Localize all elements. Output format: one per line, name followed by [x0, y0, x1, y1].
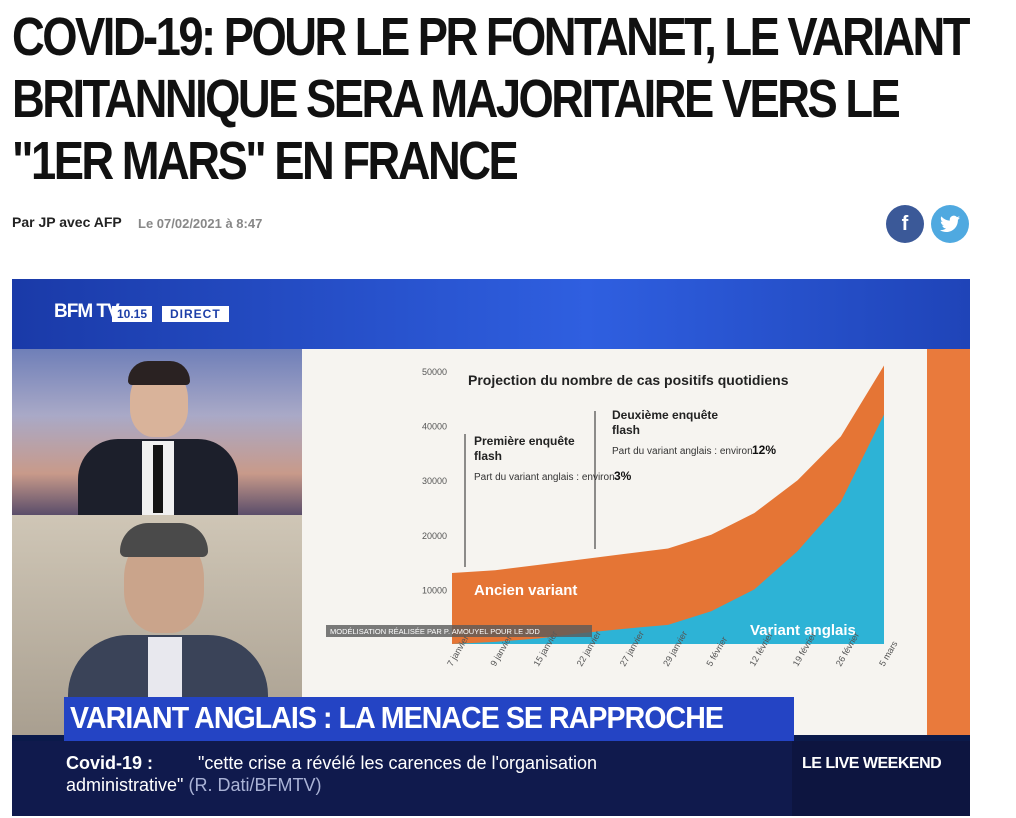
chart-edge	[927, 349, 970, 735]
ticker-text-line2-wrap: administrative" (R. Dati/BFMTV)	[66, 775, 321, 796]
byline: Par JP avec AFP	[12, 214, 122, 230]
annotation-title: Première enquête	[474, 434, 575, 448]
ticker-label: Covid-19 :	[66, 753, 154, 773]
annotation-value: 3%	[614, 469, 632, 483]
live-tag: DIRECT	[162, 306, 229, 322]
video-top-banner	[12, 279, 970, 349]
y-tick-label: 10000	[422, 585, 447, 595]
headline-line-2: BRITANNIQUE SERA MAJORITAIRE VERS LE	[12, 69, 901, 129]
y-tick-label: 20000	[422, 531, 447, 541]
presenter-panel	[12, 349, 302, 515]
headline-line-3: "1ER MARS" EN FRANCE	[12, 131, 519, 191]
y-tick-label: 50000	[422, 367, 447, 377]
y-tick-label: 40000	[422, 422, 447, 432]
lower-third-title: VARIANT ANGLAIS : LA MENACE SE RAPPROCHE	[70, 700, 724, 735]
annotation-title: Deuxième enquête	[612, 408, 718, 422]
broadcast-time: 10.15	[112, 306, 153, 322]
video-player[interactable]: BFM TV. 10.15 DIRECT Projection du nombr…	[12, 279, 970, 816]
twitter-icon	[940, 215, 960, 232]
annotation-text: Part du variant anglais : environ	[612, 446, 753, 457]
twitter-share-button[interactable]	[931, 205, 969, 243]
chart-credit: MODÉLISATION RÉALISÉE PAR P. AMOUYEL POU…	[330, 627, 540, 636]
annotation-text: Part du variant anglais : environ	[474, 472, 615, 483]
credit-bg	[326, 625, 592, 637]
lower-third-bar	[64, 697, 794, 741]
projection-chart: Projection du nombre de cas positifs quo…	[326, 365, 900, 668]
program-name: LE LIVE WEEKEND	[802, 755, 942, 772]
series-label-ancien: Ancien variant	[474, 582, 577, 599]
annotation-title-end: flash	[474, 449, 502, 463]
annotation-title-end: flash	[612, 423, 640, 437]
ticker-main	[12, 741, 792, 816]
guest-hair	[120, 523, 208, 557]
chart-title: Projection du nombre de cas positifs quo…	[468, 372, 789, 388]
article-headline: COVID-19: POUR LE PR FONTANET, LE VARIAN…	[12, 6, 971, 192]
ticker-source: (R. Dati/BFMTV)	[188, 775, 322, 795]
area-variant-anglais	[452, 414, 884, 644]
annotation-value: 12%	[752, 443, 776, 457]
facebook-share-button[interactable]: f	[886, 205, 924, 243]
headline-line-1: COVID-19: POUR LE PR FONTANET, LE VARIAN…	[12, 7, 971, 67]
ticker-text-line2: administrative"	[66, 775, 184, 795]
presenter-hair	[128, 361, 190, 385]
series-label-anglais: Variant anglais	[750, 622, 856, 639]
publish-date: Le 07/02/2021 à 8:47	[138, 216, 263, 231]
y-tick-label: 30000	[422, 476, 447, 486]
presenter-tie	[153, 445, 163, 513]
channel-logo: BFM TV.	[54, 301, 122, 322]
facebook-icon: f	[901, 212, 909, 235]
ticker-text-line1: "cette crise a révélé les carences de l'…	[198, 753, 598, 773]
